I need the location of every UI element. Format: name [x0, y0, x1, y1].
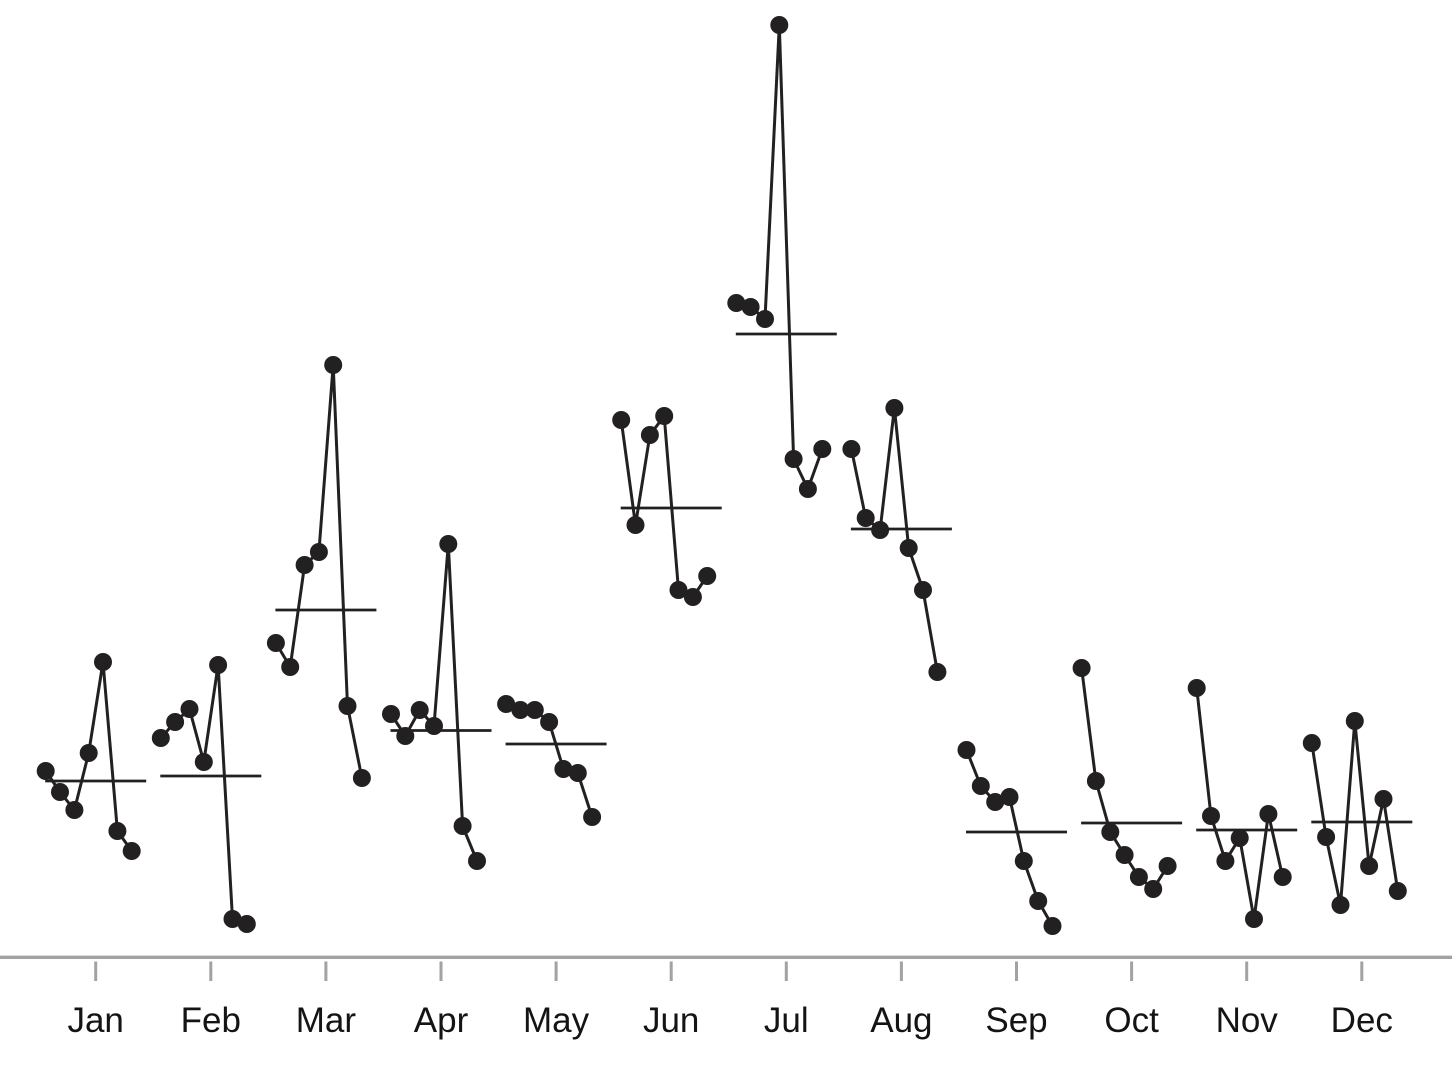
svg-text:Mar: Mar	[296, 1001, 357, 1040]
svg-text:Apr: Apr	[414, 1001, 469, 1040]
svg-text:Jun: Jun	[643, 1001, 699, 1040]
svg-text:Nov: Nov	[1216, 1001, 1279, 1040]
svg-text:Aug: Aug	[870, 1001, 932, 1040]
svg-text:Oct: Oct	[1104, 1001, 1159, 1040]
svg-text:May: May	[523, 1001, 590, 1040]
svg-text:Feb: Feb	[181, 1001, 241, 1040]
svg-text:Jan: Jan	[67, 1001, 123, 1040]
svg-text:Dec: Dec	[1331, 1001, 1393, 1040]
svg-text:Jul: Jul	[764, 1001, 809, 1040]
svg-text:Sep: Sep	[985, 1001, 1047, 1040]
